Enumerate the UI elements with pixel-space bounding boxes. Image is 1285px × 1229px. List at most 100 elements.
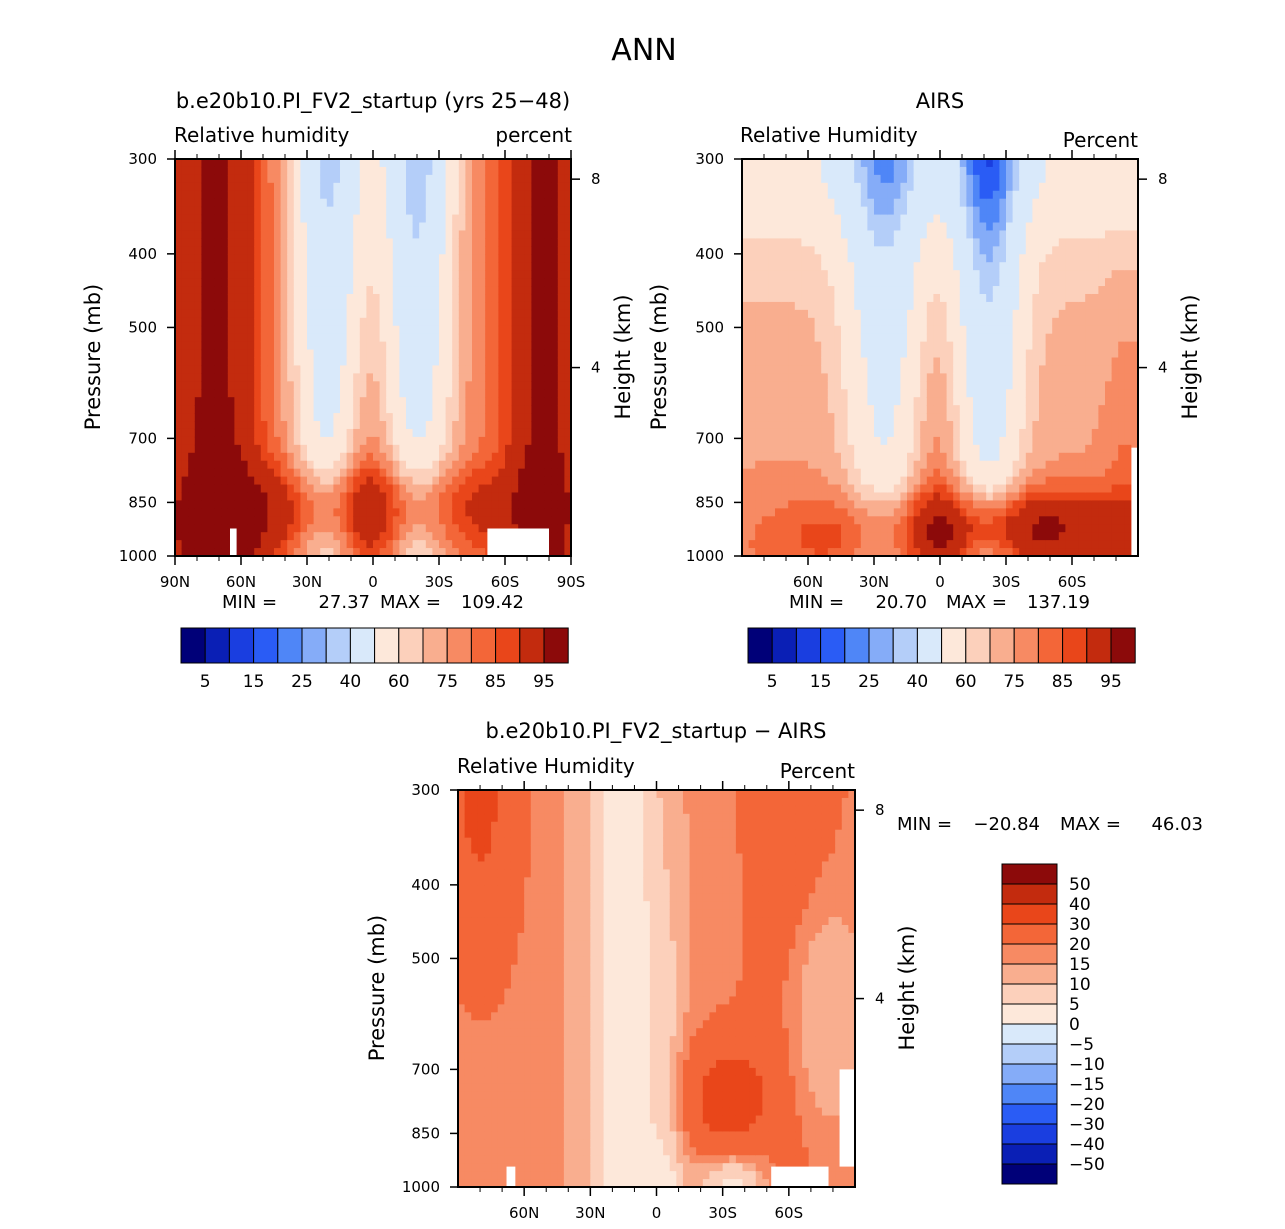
field-cell	[775, 167, 782, 176]
field-cell	[512, 175, 519, 184]
field-cell	[980, 477, 987, 486]
field-cell	[927, 183, 934, 192]
field-cell	[867, 262, 874, 271]
field-cell	[406, 199, 413, 208]
field-cell	[465, 183, 472, 192]
field-cell	[413, 302, 420, 311]
field-cell	[267, 207, 274, 216]
field-cell	[406, 492, 413, 501]
field-cell	[782, 199, 789, 208]
field-cell	[861, 318, 868, 327]
field-cell	[281, 334, 288, 343]
field-cell	[452, 246, 459, 255]
field-cell	[808, 191, 815, 200]
field-cell	[201, 183, 208, 192]
field-cell	[215, 429, 222, 438]
field-cell	[215, 540, 222, 549]
field-cell	[927, 215, 934, 224]
field-cell	[413, 358, 420, 367]
field-cell	[861, 270, 868, 279]
field-cell	[234, 350, 241, 359]
field-cell	[327, 191, 334, 200]
field-cell	[215, 461, 222, 470]
field-cell	[551, 532, 558, 541]
field-cell	[966, 191, 973, 200]
field-cell	[215, 492, 222, 501]
field-cell	[861, 524, 868, 533]
field-cell	[966, 373, 973, 382]
field-cell	[920, 310, 927, 319]
field-cell	[221, 405, 228, 414]
field-cell	[887, 365, 894, 374]
field-cell	[175, 524, 182, 533]
field-cell	[861, 238, 868, 247]
field-cell	[175, 286, 182, 295]
field-cell	[406, 421, 413, 430]
field-cell	[201, 492, 208, 501]
field-cell	[498, 302, 505, 311]
field-cell	[768, 477, 775, 486]
y-tick-label: 850	[128, 493, 157, 511]
field-cell	[406, 524, 413, 533]
field-cell	[821, 405, 828, 414]
field-cell	[801, 381, 808, 390]
field-cell	[492, 421, 499, 430]
field-cell	[459, 215, 466, 224]
field-cell	[795, 437, 802, 446]
field-cell	[795, 183, 802, 192]
field-cell	[432, 437, 439, 446]
field-cell	[386, 429, 393, 438]
field-cell	[472, 199, 479, 208]
field-cell	[887, 421, 894, 430]
field-cell	[545, 350, 552, 359]
field-cell	[841, 278, 848, 287]
field-cell	[360, 492, 367, 501]
field-cell	[907, 254, 914, 263]
field-cell	[558, 389, 565, 398]
field-cell	[841, 405, 848, 414]
field-cell	[208, 421, 215, 430]
field-cell	[492, 492, 499, 501]
field-cell	[300, 445, 307, 454]
field-cell	[512, 516, 519, 525]
field-cell	[492, 389, 499, 398]
field-cell	[815, 215, 822, 224]
field-cell	[505, 397, 512, 406]
field-cell	[188, 508, 195, 517]
field-cell	[373, 397, 380, 406]
field-cell	[446, 429, 453, 438]
field-cell	[360, 516, 367, 525]
field-cell	[201, 350, 208, 359]
field-cell	[300, 516, 307, 525]
field-cell	[518, 334, 525, 343]
field-cell	[914, 389, 921, 398]
field-cell	[201, 310, 208, 319]
field-cell	[881, 397, 888, 406]
field-cell	[762, 310, 769, 319]
field-cell	[472, 532, 479, 541]
field-cell	[386, 524, 393, 533]
field-cell	[386, 278, 393, 287]
field-cell	[215, 500, 222, 509]
field-cell	[795, 413, 802, 422]
field-cell	[267, 453, 274, 462]
field-cell	[861, 191, 868, 200]
field-cell	[485, 207, 492, 216]
field-cell	[551, 492, 558, 501]
field-cell	[861, 183, 868, 192]
field-cell	[413, 318, 420, 327]
field-cell	[254, 492, 261, 501]
field-cell	[366, 508, 373, 517]
field-cell	[525, 302, 532, 311]
field-cell	[221, 262, 228, 271]
field-cell	[175, 500, 182, 509]
field-cell	[182, 405, 189, 414]
field-cell	[248, 159, 255, 168]
field-cell	[340, 429, 347, 438]
field-cell	[234, 516, 241, 525]
field-cell	[353, 183, 360, 192]
field-cell	[821, 365, 828, 374]
field-cell	[551, 342, 558, 351]
field-cell	[867, 254, 874, 263]
